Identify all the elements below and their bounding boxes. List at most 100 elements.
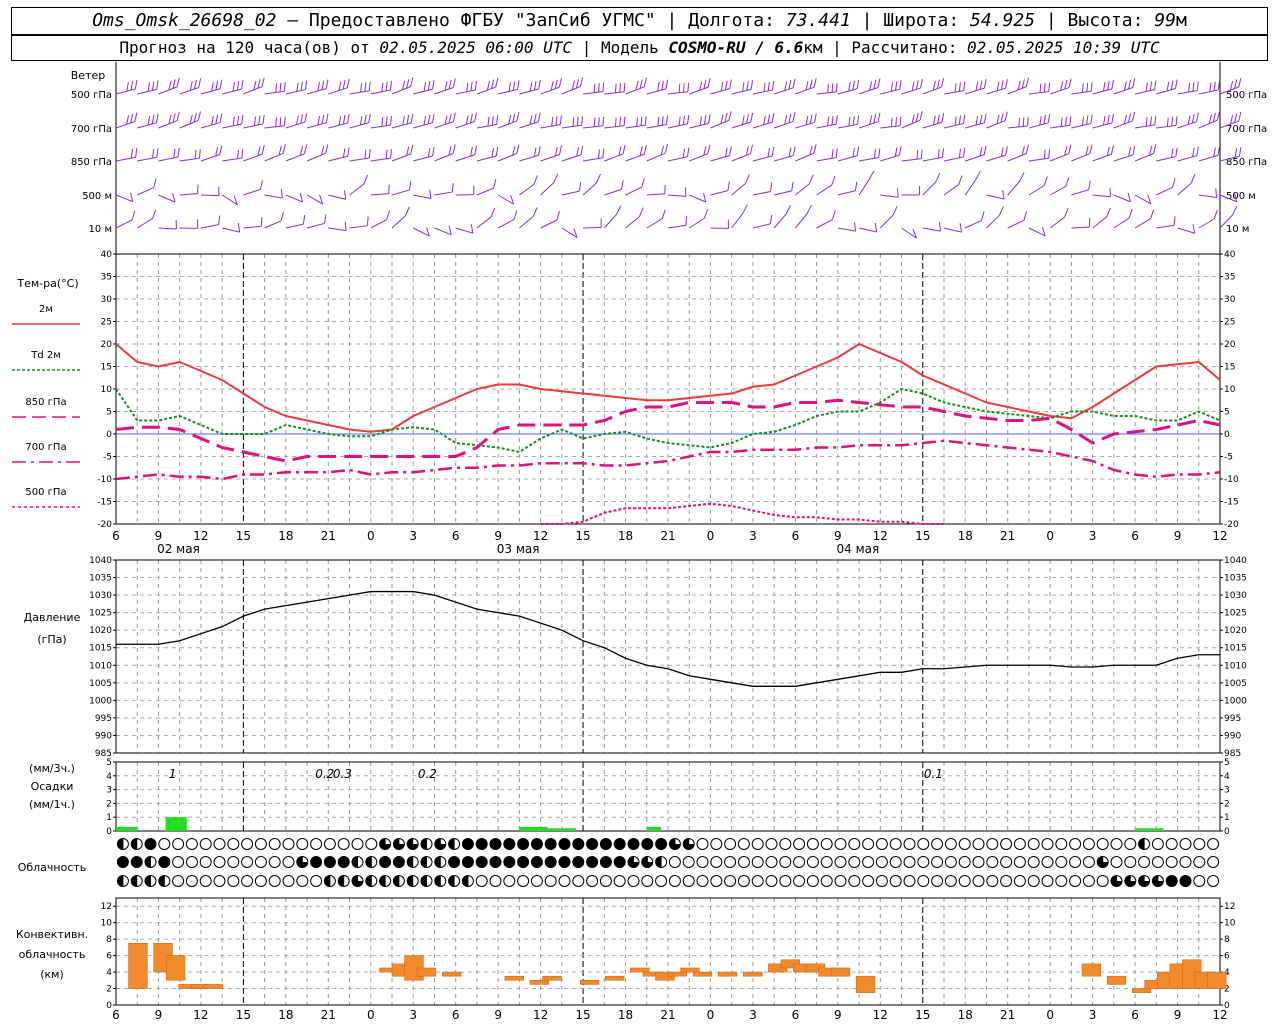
wind-barb-flag — [278, 145, 282, 156]
wind-barb-flag — [219, 145, 223, 155]
wind-barb-flag — [685, 216, 688, 226]
wind-barb-flag — [1175, 79, 1178, 89]
wind-barb-flag — [1149, 81, 1153, 91]
wind-barb-flag — [784, 81, 788, 91]
temp-ytick-right: 20 — [1224, 340, 1236, 350]
wind-barb — [731, 153, 751, 162]
wind-barb — [1071, 189, 1089, 196]
cloud-symbol — [1000, 838, 1013, 850]
wind-barb-flag — [619, 117, 622, 127]
wind-barb-flag — [702, 192, 707, 203]
wind-barb-flag — [408, 180, 412, 191]
cloud-symbol — [806, 838, 819, 850]
conv-x-tick: 18 — [618, 1008, 633, 1022]
wind-barb-flag — [452, 144, 456, 154]
wind-barb-flag — [427, 148, 431, 158]
pressure-ytick-right: 1020 — [1224, 626, 1247, 636]
cloud-symbol — [889, 856, 902, 868]
wind-barb-flag — [729, 146, 732, 156]
wind-barb-flag — [512, 146, 516, 156]
wind-barb — [965, 154, 985, 162]
wind-barb-flag — [1064, 79, 1068, 90]
wind-barb-flag — [474, 80, 477, 91]
wind-barb — [540, 219, 558, 229]
wind-barb — [1219, 86, 1239, 95]
wind-barb — [858, 156, 879, 162]
pressure-ytick-right: 1015 — [1224, 644, 1247, 654]
cloud-symbol — [1041, 875, 1054, 887]
conv-x-tick: 18 — [278, 1008, 293, 1022]
wind-barb-flag — [963, 147, 966, 157]
wind-barb-flag — [720, 114, 724, 124]
temp-legend-label: 2м — [39, 304, 53, 315]
wind-barb-flag — [1196, 112, 1199, 122]
wind-barb-flag — [197, 111, 201, 121]
temp-x-tick: 0 — [1046, 529, 1054, 543]
wind-barb — [1156, 88, 1176, 95]
wind-barb-flag — [936, 79, 940, 89]
wind-barb-flag — [1213, 147, 1216, 157]
cloud-symbol — [875, 838, 888, 850]
wind-barb-flag — [877, 112, 881, 122]
wind-barb-flag — [920, 149, 923, 159]
wind-barb — [986, 194, 1005, 200]
wind-barb-flag — [788, 113, 792, 123]
pressure-ytick-right: 1035 — [1224, 574, 1247, 584]
wind-barb-flag — [134, 112, 138, 122]
wind-barb — [625, 124, 646, 129]
wind-barb-flag — [410, 113, 414, 123]
wind-barb-flag — [368, 148, 371, 159]
pressure-ytick-left: 995 — [95, 714, 112, 724]
wind-barb-flag — [854, 181, 858, 191]
wind-barb-flag — [1109, 187, 1112, 197]
cloud-symbol-half — [448, 875, 455, 887]
wind-barb-flag — [406, 146, 410, 156]
cloud-symbol — [862, 875, 875, 887]
wind-barb-flag — [130, 192, 134, 202]
wind-barb — [1028, 122, 1049, 129]
wind-barb — [413, 88, 433, 95]
wind-barb — [391, 215, 406, 229]
wind-barb-flag — [538, 79, 541, 90]
wind-barb — [391, 122, 412, 129]
conv-x-tick: 0 — [1046, 1008, 1054, 1022]
wind-barb-flag — [1232, 205, 1238, 216]
wind-barb-flag — [465, 115, 469, 125]
wind-barb-flag — [869, 115, 873, 125]
cloud-symbol — [751, 875, 764, 887]
wind-barb — [582, 157, 603, 162]
wind-barb-flag — [173, 148, 176, 158]
wind-barb — [158, 194, 176, 203]
temp-x-tick: 9 — [834, 529, 842, 543]
wind-barb-flag — [831, 83, 834, 93]
wind-barb-flag — [750, 80, 754, 90]
wind-barb-flag — [1000, 80, 1004, 90]
wind-barb-flag — [896, 188, 899, 198]
precip-ytick-left: 3 — [106, 786, 112, 796]
temp-x-tick: 12 — [873, 529, 888, 543]
day-label: 03 мая — [497, 542, 540, 556]
temp-x-tick: 21 — [321, 529, 336, 543]
wind-barb — [243, 123, 264, 129]
cloud-symbol — [1041, 838, 1054, 850]
wind-barb-flag — [516, 144, 520, 154]
wind-barb-flag — [661, 209, 666, 219]
wind-barb — [689, 153, 709, 162]
wind-barb-flag — [510, 195, 515, 205]
wind-barb — [943, 227, 962, 233]
cloud-symbol — [889, 838, 902, 850]
wind-barb — [795, 121, 815, 129]
wind-barb-flag — [1132, 145, 1136, 156]
wind-barb-flag — [490, 207, 496, 218]
wind-barb-flag — [572, 117, 575, 127]
cloud-symbol — [793, 856, 806, 868]
wind-barb-flag — [317, 115, 320, 126]
wind-barb-flag — [750, 112, 754, 123]
wind-barb — [879, 214, 894, 229]
wind-barb-flag — [1086, 82, 1089, 92]
wind-barb-flag — [1233, 192, 1238, 202]
temp-x-tick: 9 — [1174, 529, 1182, 543]
wind-barb-flag — [895, 117, 897, 127]
wind-barb-flag — [211, 81, 214, 92]
wind-barb-flag — [257, 79, 261, 89]
